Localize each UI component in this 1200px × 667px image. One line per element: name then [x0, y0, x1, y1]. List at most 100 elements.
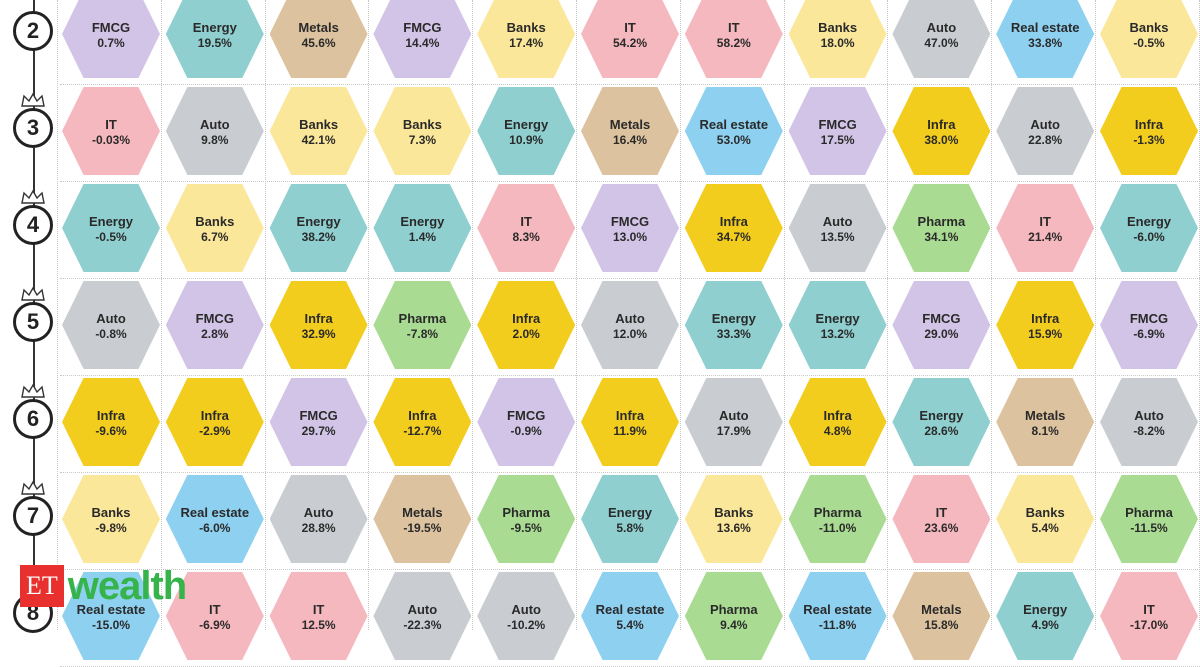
sector-hex-cell: Banks 13.6% — [684, 475, 783, 563]
sector-hex-cell: IT 58.2% — [684, 0, 783, 78]
sector-hex-cell: FMCG 2.8% — [165, 281, 264, 369]
sector-hex-cell: Banks 7.3% — [373, 87, 472, 175]
sector-return-value: -1.3% — [1133, 132, 1165, 147]
sector-hex-cell: Banks 6.7% — [165, 184, 264, 272]
sector-name: Infra — [823, 407, 852, 423]
sector-hex-cell: Banks 42.1% — [269, 87, 368, 175]
sector-hex-cell: Metals 8.1% — [996, 378, 1095, 466]
sector-return-value: -0.9% — [510, 423, 542, 438]
column-divider — [783, 0, 785, 630]
sector-hex-cell: Infra 38.0% — [892, 87, 991, 175]
sector-hex-cell: IT -17.0% — [1100, 572, 1198, 660]
sector-hex-cell: Banks 18.0% — [788, 0, 887, 78]
sector-return-value: 18.0% — [820, 35, 855, 50]
sector-hex-cell: Infra 15.9% — [996, 281, 1095, 369]
sector-name: Banks — [91, 504, 131, 520]
sector-return-value: 19.5% — [197, 35, 232, 50]
sector-return-value: -12.7% — [403, 423, 442, 438]
sector-hex-cell: FMCG -0.9% — [477, 378, 576, 466]
sector-hex-cell: Infra 34.7% — [684, 184, 783, 272]
sector-name: Real estate — [1010, 19, 1080, 35]
sector-return-value: 13.5% — [820, 229, 855, 244]
sector-hex-cell: Real estate -11.8% — [788, 572, 887, 660]
rank-badge: 7 — [13, 496, 53, 536]
sector-name: Energy — [192, 19, 237, 35]
sector-return-value: 14.4% — [405, 35, 440, 50]
sector-hex-cell: Infra 32.9% — [269, 281, 368, 369]
sector-return-value: 5.4% — [1031, 520, 1059, 535]
sector-name: Energy — [296, 213, 341, 229]
sector-name: Auto — [1134, 407, 1164, 423]
sector-hex-cell: IT -0.03% — [62, 87, 160, 175]
column-divider — [57, 0, 58, 630]
sector-name: Pharma — [1125, 504, 1173, 520]
sector-return-value: 17.9% — [716, 423, 751, 438]
sector-return-value: -10.2% — [507, 617, 546, 632]
sector-name: Infra — [512, 310, 541, 326]
sector-return-value: 12.5% — [301, 617, 336, 632]
sector-return-value: -11.0% — [818, 520, 857, 535]
sector-name: Infra — [96, 407, 126, 423]
sector-hex-cell: Pharma -11.0% — [788, 475, 887, 563]
sector-return-value: 9.4% — [720, 617, 748, 632]
sector-hex-cell: FMCG 13.0% — [581, 184, 679, 272]
sector-return-value: 1.4% — [408, 229, 437, 244]
sector-return-value: 45.6% — [301, 35, 336, 50]
sector-name: Banks — [506, 19, 546, 35]
rank-badge: 5 — [13, 302, 53, 342]
sector-name: Infra — [615, 407, 645, 423]
sector-return-value: 34.7% — [716, 229, 751, 244]
sector-name: IT — [1143, 601, 1155, 617]
sector-return-value: 8.1% — [1031, 423, 1059, 438]
sector-return-value: -6.9% — [199, 617, 231, 632]
sector-hex-cell: Infra 11.9% — [581, 378, 679, 466]
sector-hex-cell: Pharma -7.8% — [373, 281, 472, 369]
sector-name: Real estate — [699, 116, 769, 132]
sector-hex-cell: IT 54.2% — [581, 0, 679, 78]
sector-return-value: -6.0% — [199, 520, 231, 535]
sector-return-value: 29.0% — [924, 326, 959, 341]
sector-return-value: 2.0% — [512, 326, 540, 341]
sector-name: Energy — [1023, 601, 1068, 617]
column-divider — [368, 0, 370, 630]
sector-return-value: 53.0% — [716, 132, 751, 147]
sector-name: Pharma — [398, 310, 447, 326]
sector-return-value: 7.3% — [408, 132, 437, 147]
sector-hex-cell: Energy 38.2% — [269, 184, 368, 272]
sector-hex-cell: Auto 12.0% — [581, 281, 679, 369]
sector-name: FMCG — [195, 310, 234, 326]
sector-return-value: -9.5% — [510, 520, 542, 535]
sector-name: Auto — [96, 310, 126, 326]
sector-return-value: 8.3% — [512, 229, 540, 244]
column-divider — [991, 0, 993, 630]
sector-name: Real estate — [76, 601, 146, 617]
sector-name: FMCG — [818, 116, 857, 132]
sector-name: Real estate — [803, 601, 872, 617]
sector-hex-cell: Energy 5.8% — [581, 475, 679, 563]
sector-hex-cell: Real estate 53.0% — [684, 87, 783, 175]
sector-return-value: 5.8% — [616, 520, 644, 535]
sector-hex-cell: Real estate 33.8% — [996, 0, 1095, 78]
sector-return-value: 13.2% — [820, 326, 855, 341]
sector-return-value: -9.6% — [95, 423, 127, 438]
sector-hex-cell: Energy -6.0% — [1100, 184, 1198, 272]
sector-hex-cell: Pharma -9.5% — [477, 475, 576, 563]
sector-name: Metals — [1024, 407, 1066, 423]
sector-name: Auto — [1030, 116, 1060, 132]
sector-name: Auto — [926, 19, 957, 35]
sector-name: Banks — [1025, 504, 1065, 520]
sector-return-value: -0.5% — [1133, 35, 1165, 50]
sector-name: Banks — [195, 213, 235, 229]
sector-name: FMCG — [299, 407, 338, 423]
sector-hex-cell: FMCG 29.0% — [892, 281, 991, 369]
crown-icon — [21, 189, 45, 204]
sector-return-value: 29.7% — [301, 423, 336, 438]
sector-hex-cell: IT 8.3% — [477, 184, 576, 272]
sector-name: IT — [209, 601, 221, 617]
sector-name: IT — [935, 504, 948, 520]
sector-name: Real estate — [595, 601, 665, 617]
sector-return-value: 23.6% — [924, 520, 959, 535]
sector-return-value: -11.8% — [818, 617, 857, 632]
sector-return-value: 13.0% — [612, 229, 648, 244]
logo-wealth-wordmark: wealth — [67, 564, 187, 608]
